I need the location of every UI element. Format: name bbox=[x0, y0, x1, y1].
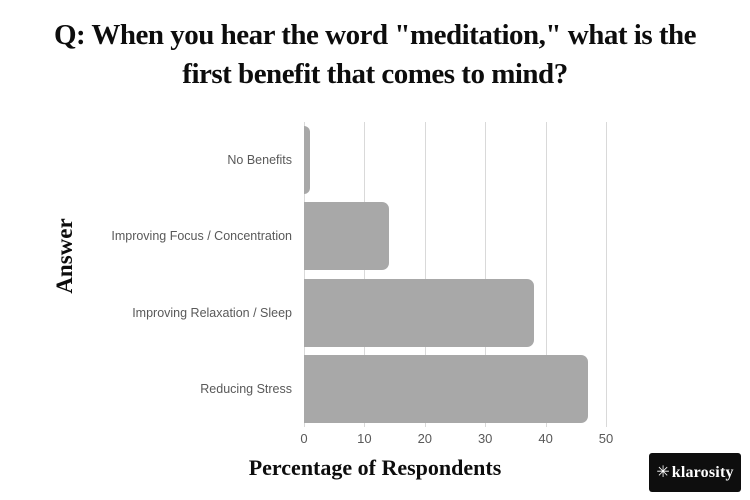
chart-title: Q: When you hear the word "meditation," … bbox=[0, 16, 750, 94]
x-tick-label-50: 50 bbox=[598, 431, 614, 446]
gridline-30 bbox=[485, 122, 487, 427]
bar-reducing-stress bbox=[304, 354, 588, 423]
x-axis-ticks: 0 10 20 30 40 50 bbox=[300, 431, 613, 447]
bar-improving-focus-concentration bbox=[304, 202, 389, 271]
category-label-no-benefits: No Benefits bbox=[227, 153, 292, 168]
gridline-50 bbox=[606, 122, 607, 427]
category-label-improving-focus-concentration: Improving Focus / Concentration bbox=[111, 229, 292, 244]
gridline-10 bbox=[364, 122, 366, 427]
x-tick-label-10: 10 bbox=[357, 431, 372, 446]
plot-area bbox=[304, 122, 607, 427]
category-label-improving-relaxation-sleep: Improving Relaxation / Sleep bbox=[132, 305, 292, 320]
category-label-reducing-stress: Reducing Stress bbox=[200, 381, 292, 396]
chart-title-line-1: Q: When you hear the word "meditation," … bbox=[53, 19, 697, 51]
category-labels: No Benefits Improving Focus / Concentrati… bbox=[0, 122, 298, 427]
bar-improving-relaxation-sleep bbox=[304, 278, 534, 347]
gridline-20 bbox=[424, 122, 426, 427]
gridline-40 bbox=[545, 122, 547, 427]
gridline-0 bbox=[304, 122, 305, 427]
x-axis-title: Percentage of Respondents bbox=[248, 455, 502, 480]
starburst-icon: ✳ bbox=[656, 463, 670, 481]
bar-no-benefits bbox=[304, 126, 311, 195]
logo-text: klarosity bbox=[671, 463, 734, 481]
x-tick-label-30: 30 bbox=[477, 431, 493, 446]
x-tick-label-40: 40 bbox=[538, 431, 553, 446]
chart-title-line-2: first benefit that comes to mind? bbox=[182, 58, 568, 90]
klarosity-logo: ✳ klarosity bbox=[649, 453, 741, 492]
x-tick-label-0: 0 bbox=[300, 431, 308, 446]
x-tick-label-20: 20 bbox=[417, 431, 433, 446]
